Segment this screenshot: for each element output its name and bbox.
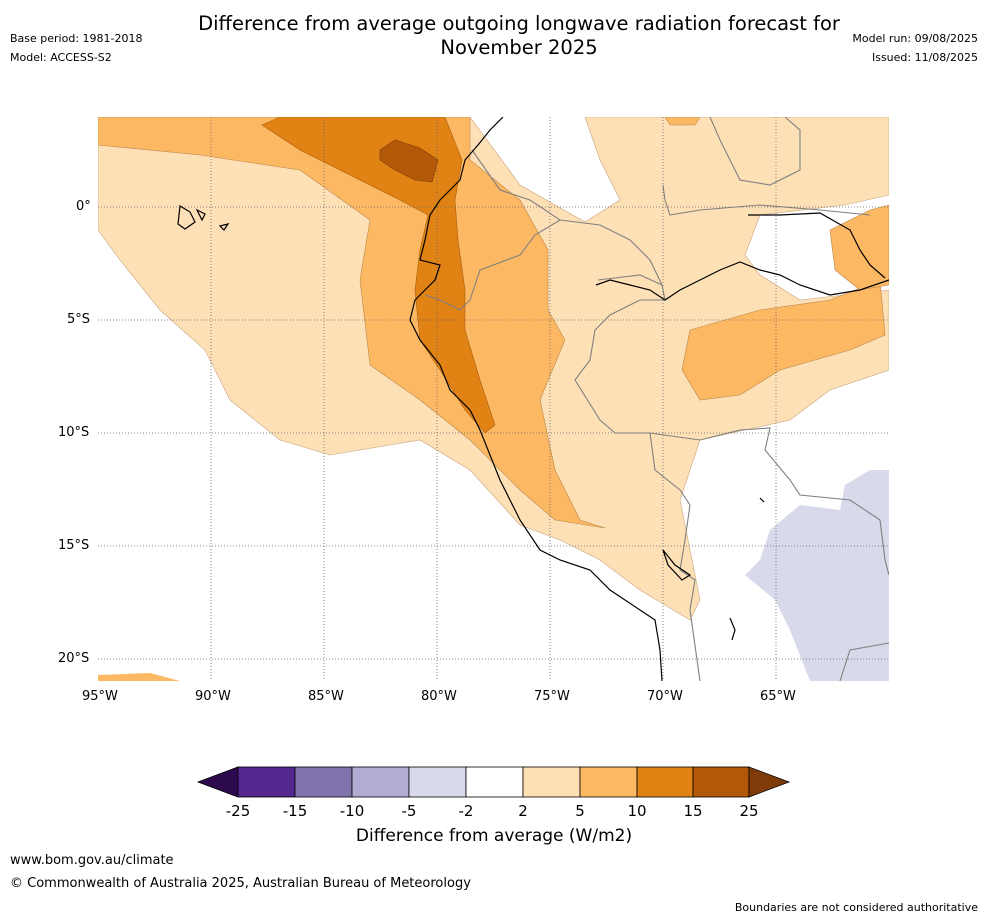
colorbar-label-neg5: -5 [401, 802, 417, 820]
graticule [98, 117, 889, 681]
issued-label: Issued: 11/08/2025 [871, 51, 978, 64]
lon-label-65w: 65°W [760, 689, 796, 704]
colorbar-label-10: 10 [627, 802, 647, 820]
lon-label-85w: 85°W [308, 689, 344, 704]
lon-label-90w: 90°W [195, 689, 231, 704]
colorbar-title: Difference from average (W/m2) [355, 826, 633, 846]
colorbar-label-2: 2 [518, 802, 528, 820]
colorbar-bin-neg5-neg2 [408, 766, 467, 798]
colorbar-label-15: 15 [683, 802, 703, 820]
lat-label-0: 0° [76, 199, 91, 214]
map-field [98, 117, 889, 681]
colorbar-bin-neg25-neg15 [237, 766, 296, 798]
colorbar-bin-10-15 [636, 766, 694, 798]
colorbar-extend-high [748, 766, 791, 798]
lat-label-15s: 15°S [58, 538, 90, 553]
anomaly-region-neg [745, 470, 889, 681]
map-title: Difference from average outgoing longwav… [150, 12, 888, 60]
colorbar-label-5: 5 [575, 802, 585, 820]
lat-label-10s: 10°S [58, 425, 90, 440]
colorbar [196, 766, 791, 798]
footer-url[interactable]: www.bom.gov.au/climate [10, 853, 174, 868]
colorbar-bin-2-5 [522, 766, 581, 798]
model-run-label: Model run: 09/08/2025 [852, 32, 978, 45]
footer-disclaimer: Boundaries are not considered authoritat… [734, 901, 978, 914]
colorbar-bin-neg2-2 [465, 766, 524, 798]
colorbar-bin-neg15-neg10 [294, 766, 353, 798]
lon-label-80w: 80°W [421, 689, 457, 704]
lat-label-5s: 5°S [67, 312, 91, 327]
colorbar-label-neg25: -25 [225, 802, 251, 820]
country-borders [424, 117, 889, 681]
anomaly-region-15-25 [379, 139, 439, 183]
colorbar-label-neg15: -15 [282, 802, 308, 820]
colorbar-extend-low [196, 766, 239, 798]
footer-copyright: © Commonwealth of Australia 2025, Austra… [10, 876, 471, 891]
lat-label-20s: 20°S [58, 651, 90, 666]
colorbar-bin-15-25 [692, 766, 750, 798]
colorbar-bin-5-10 [579, 766, 638, 798]
lon-label-70w: 70°W [647, 689, 683, 704]
colorbar-label-neg10: -10 [339, 802, 365, 820]
colorbar-bin-neg10-neg5 [351, 766, 410, 798]
title-line-2: November 2025 [440, 36, 598, 59]
colorbar-label-25: 25 [739, 802, 759, 820]
anomaly-region-5-10-east [681, 279, 886, 401]
coastline [177, 117, 889, 681]
title-line-1: Difference from average outgoing longwav… [198, 12, 840, 35]
colorbar-label-neg2: -2 [458, 802, 474, 820]
model-label: Model: ACCESS-S2 [10, 51, 112, 64]
lon-label-75w: 75°W [534, 689, 570, 704]
anomaly-region-5-10-sw [98, 673, 180, 681]
anomaly-region-5-10-top [664, 117, 701, 126]
lon-label-95w: 95°W [82, 689, 118, 704]
base-period-label: Base period: 1981-2018 [10, 32, 143, 45]
